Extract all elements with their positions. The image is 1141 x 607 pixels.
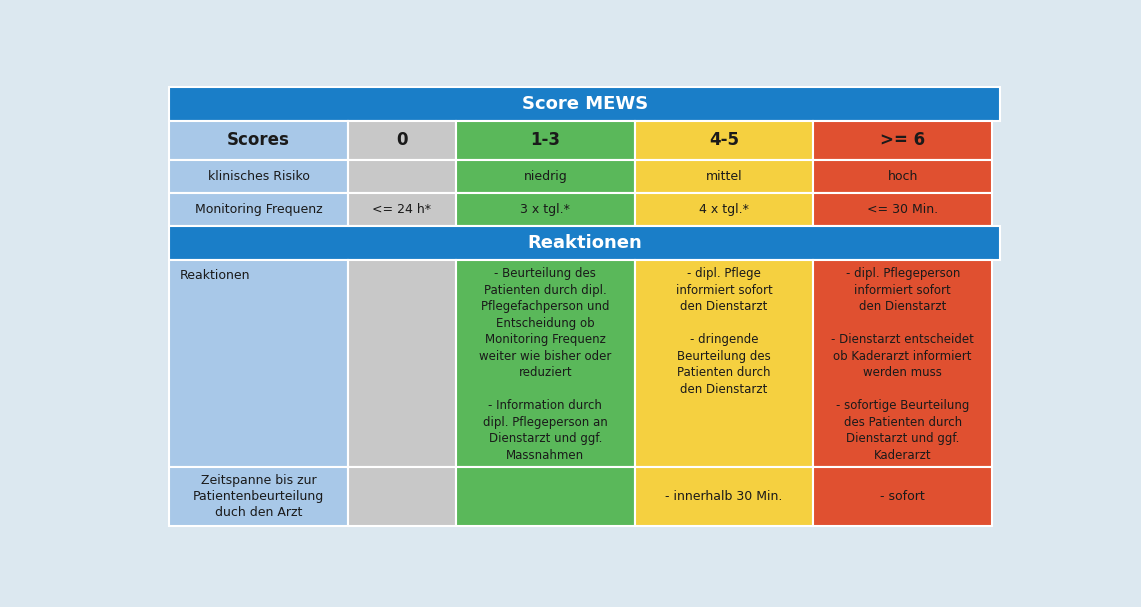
Bar bbox=[456, 160, 634, 193]
Bar bbox=[169, 226, 1001, 260]
Bar bbox=[634, 121, 814, 160]
Text: 1-3: 1-3 bbox=[531, 131, 560, 149]
Text: Monitoring Frequenz: Monitoring Frequenz bbox=[195, 203, 322, 216]
Bar bbox=[814, 160, 992, 193]
Bar bbox=[456, 260, 634, 467]
Bar bbox=[814, 467, 992, 526]
Bar bbox=[169, 160, 348, 193]
Bar bbox=[634, 193, 814, 226]
Bar bbox=[169, 467, 348, 526]
Bar bbox=[348, 160, 456, 193]
Text: - dipl. Pflege
informiert sofort
den Dienstarzt

- dringende
Beurteilung des
Pat: - dipl. Pflege informiert sofort den Die… bbox=[675, 267, 772, 396]
Text: <= 30 Min.: <= 30 Min. bbox=[867, 203, 938, 216]
Text: Reaktionen: Reaktionen bbox=[180, 268, 250, 282]
Text: 3 x tgl.*: 3 x tgl.* bbox=[520, 203, 570, 216]
Bar bbox=[634, 467, 814, 526]
Text: 4-5: 4-5 bbox=[709, 131, 739, 149]
Text: - Beurteilung des
Patienten durch dipl.
Pflegefachperson und
Entscheidung ob
Mon: - Beurteilung des Patienten durch dipl. … bbox=[479, 267, 612, 462]
Text: niedrig: niedrig bbox=[524, 170, 567, 183]
Text: >= 6: >= 6 bbox=[880, 131, 925, 149]
Text: - dipl. Pflegeperson
informiert sofort
den Dienstarzt

- Dienstarzt entscheidet
: - dipl. Pflegeperson informiert sofort d… bbox=[832, 267, 974, 462]
Bar bbox=[814, 121, 992, 160]
Text: mittel: mittel bbox=[705, 170, 743, 183]
Text: 0: 0 bbox=[396, 131, 407, 149]
Bar bbox=[169, 121, 348, 160]
Text: 4 x tgl.*: 4 x tgl.* bbox=[699, 203, 748, 216]
Bar bbox=[348, 121, 456, 160]
Bar bbox=[348, 467, 456, 526]
Bar bbox=[169, 260, 348, 467]
Bar bbox=[348, 260, 456, 467]
Text: Reaktionen: Reaktionen bbox=[527, 234, 642, 252]
Bar bbox=[814, 260, 992, 467]
Text: <= 24 h*: <= 24 h* bbox=[372, 203, 431, 216]
Bar bbox=[456, 467, 634, 526]
Bar bbox=[634, 260, 814, 467]
Bar bbox=[814, 193, 992, 226]
Text: Zeitspanne bis zur
Patientenbeurteilung
duch den Arzt: Zeitspanne bis zur Patientenbeurteilung … bbox=[193, 474, 324, 519]
Text: Score MEWS: Score MEWS bbox=[521, 95, 648, 113]
Text: klinisches Risiko: klinisches Risiko bbox=[208, 170, 309, 183]
Text: hoch: hoch bbox=[888, 170, 917, 183]
Text: Scores: Scores bbox=[227, 131, 290, 149]
Text: - innerhalb 30 Min.: - innerhalb 30 Min. bbox=[665, 490, 783, 503]
Text: - sofort: - sofort bbox=[881, 490, 925, 503]
Bar bbox=[169, 193, 348, 226]
Bar bbox=[348, 193, 456, 226]
Bar bbox=[456, 121, 634, 160]
Bar bbox=[634, 160, 814, 193]
Bar bbox=[169, 87, 1001, 121]
Bar bbox=[456, 193, 634, 226]
